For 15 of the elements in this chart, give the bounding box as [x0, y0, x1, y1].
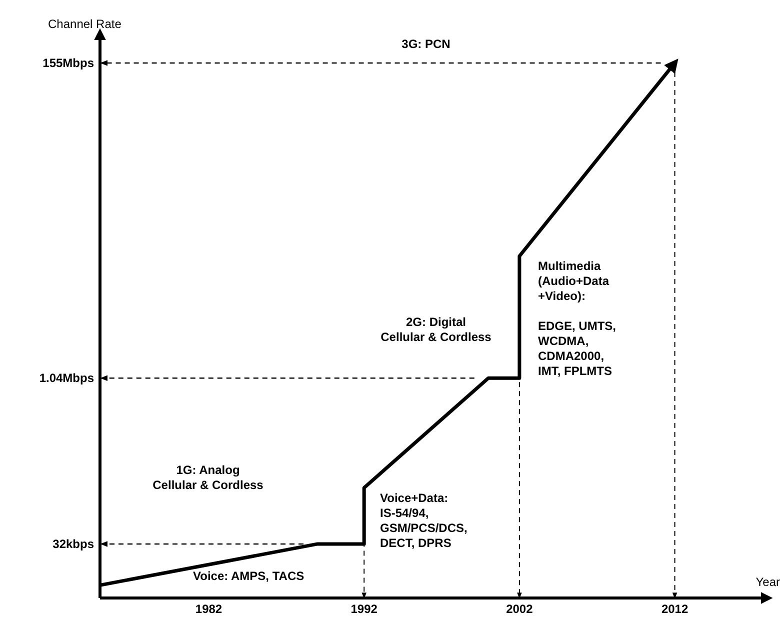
- annotation: 1G: Analog Cellular & Cordless: [152, 463, 264, 492]
- ref-line-label: 155Mbps: [42, 56, 94, 70]
- x-tick-label: 2012: [661, 602, 688, 616]
- y-axis-title: Channel Rate: [48, 17, 122, 31]
- x-axis-title: Year: [756, 575, 780, 589]
- x-tick-label: 2002: [506, 602, 534, 616]
- annotation: Voice+Data: IS-54/94, GSM/PCS/DCS, DECT, DPRS: [380, 491, 468, 550]
- ref-line-label: 1.04Mbps: [39, 371, 94, 386]
- annotation: 2G: Digital Cellular & Cordless: [380, 315, 492, 344]
- ref-line-label: 32kbps: [52, 536, 94, 551]
- text: 3G: PCN: [402, 37, 450, 51]
- text: Multimedia (Audio+Data +Video): EDGE, UMTS, WCDMA, CDMA2000, IMT, FPLMTS: [538, 259, 616, 378]
- x-tick-label: 1982: [195, 602, 222, 616]
- x-tick-label: 1992: [350, 602, 378, 616]
- annotation: Voice: AMPS, TACS: [193, 569, 304, 583]
